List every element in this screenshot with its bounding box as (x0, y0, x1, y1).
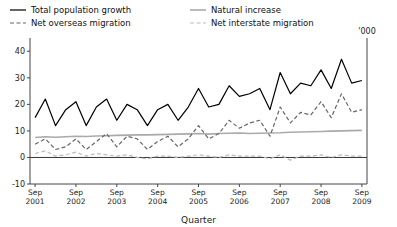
x-tick-label-line: 2009 (352, 197, 371, 206)
plot-area (35, 59, 362, 160)
x-tick-label: Sep2009 (352, 188, 371, 206)
legend-swatch (10, 22, 26, 23)
x-tick-label: Sep2006 (230, 188, 249, 206)
x-tick-label-line: Sep (273, 188, 287, 197)
x-tick-label: Sep2002 (66, 188, 85, 206)
y-axis-line-right (367, 38, 368, 184)
x-tick-label: Sep2003 (107, 188, 126, 206)
x-tick-label-line: 2008 (311, 197, 330, 206)
x-tick-label-line: Sep (355, 188, 369, 197)
legend: Total population growth Natural increase N… (10, 5, 314, 28)
x-tick-label: Sep2005 (189, 188, 208, 206)
legend-swatch (190, 9, 206, 11)
legend-label: Natural increase (211, 5, 281, 15)
x-tick-label: Sep2008 (311, 188, 330, 206)
x-axis-label: Quarter (181, 215, 216, 225)
x-tick-label-line: Sep (314, 188, 328, 197)
y-tick-label: 30 (15, 74, 25, 83)
legend-label: Net interstate migration (211, 18, 314, 28)
x-tick-label-line: Sep (151, 188, 165, 197)
series-line (35, 59, 362, 125)
chart: -10010203040Sep2001Sep2002Sep2003Sep2004… (0, 0, 397, 227)
x-tick-label-line: 2004 (148, 197, 167, 206)
x-tick-label: Sep2004 (148, 188, 167, 206)
y-axis-line (30, 38, 31, 184)
x-tick-label-line: 2003 (107, 197, 126, 206)
y-tick-label: -10 (12, 180, 25, 189)
legend-label: Net overseas migration (31, 18, 131, 28)
x-tick-label-line: Sep (191, 188, 205, 197)
y-tick-label: 10 (15, 127, 25, 136)
y-axis-label: '000 (358, 27, 375, 36)
x-tick-label-line: Sep (232, 188, 246, 197)
y-axis: -10 0 10 20 30 40 (12, 47, 367, 189)
x-tick-label: Sep2001 (26, 188, 45, 206)
legend-label: Total population growth (30, 5, 131, 15)
legend-swatch (190, 22, 206, 23)
x-tick-label: Sep2007 (271, 188, 290, 206)
zero-line (30, 157, 367, 158)
x-tick-label-line: Sep (69, 188, 83, 197)
y-tick-label: 40 (15, 47, 25, 56)
x-tick-label-line: 2006 (230, 197, 249, 206)
x-tick-label-line: Sep (28, 188, 42, 197)
x-tick-label-line: 2002 (66, 197, 85, 206)
x-axis: Sep2001Sep2002Sep2003Sep2004Sep2005Sep20… (26, 184, 372, 206)
x-axis-line (30, 184, 367, 185)
y-tick-label: 0 (20, 153, 25, 162)
x-tick-label-line: Sep (110, 188, 124, 197)
x-tick-label-line: 2001 (26, 197, 45, 206)
legend-swatch (10, 9, 26, 10)
x-tick-label-line: 2007 (271, 197, 290, 206)
series-line (35, 130, 362, 137)
x-tick-label-line: 2005 (189, 197, 208, 206)
series-line (35, 94, 362, 150)
series-line (35, 151, 362, 160)
y-tick-label: 20 (15, 100, 25, 109)
